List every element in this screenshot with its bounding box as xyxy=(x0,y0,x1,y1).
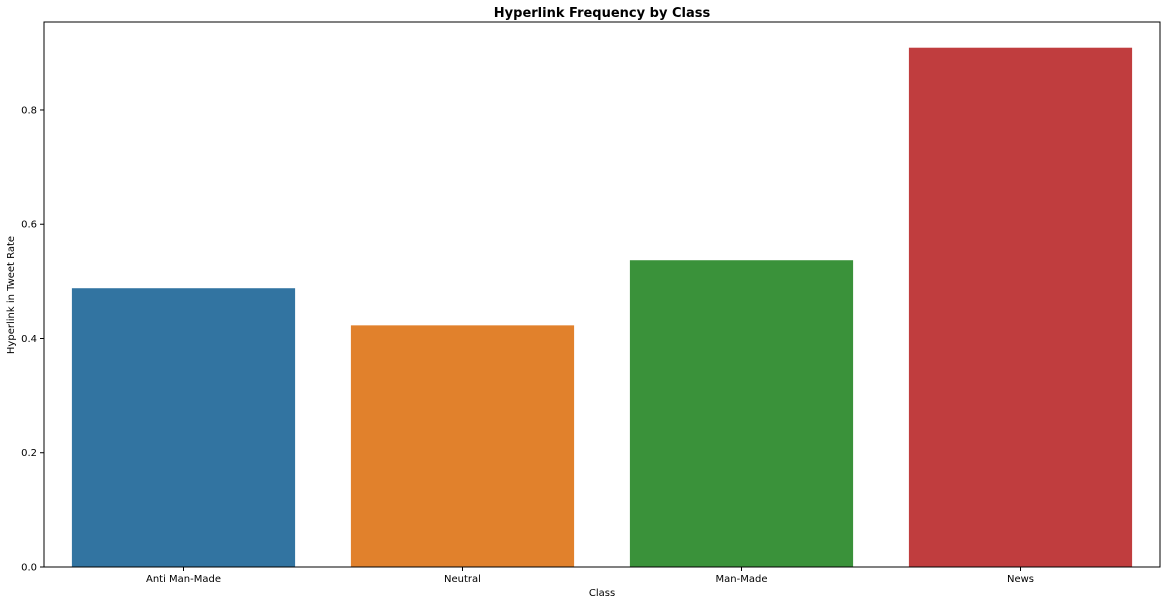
x-axis-ticks: Anti Man-Made Neutral Man-Made News xyxy=(146,567,1034,585)
bar-man-made xyxy=(629,260,854,567)
x-axis-label: Class xyxy=(589,588,615,599)
bar-news xyxy=(908,47,1133,567)
x-tick-label: Man-Made xyxy=(716,574,768,585)
bar-anti-man-made xyxy=(71,288,296,567)
y-tick-label: 0.2 xyxy=(21,448,37,459)
x-tick-label: Neutral xyxy=(444,574,481,585)
y-tick-label: 0.6 xyxy=(21,220,37,231)
chart-title: Hyperlink Frequency by Class xyxy=(494,6,711,21)
x-tick-label: News xyxy=(1007,574,1034,585)
y-tick-label: 0.0 xyxy=(21,563,37,574)
y-tick-label: 0.4 xyxy=(21,334,37,345)
x-tick-label: Anti Man-Made xyxy=(146,574,221,585)
y-tick-label: 0.8 xyxy=(21,105,37,116)
y-axis-ticks: 0.0 0.2 0.4 0.6 0.8 xyxy=(21,105,44,574)
bar-neutral xyxy=(350,325,575,567)
y-axis-label: Hyperlink in Tweet Rate xyxy=(6,236,17,354)
bars-layer xyxy=(71,47,1133,567)
plot-frame xyxy=(43,21,1161,568)
